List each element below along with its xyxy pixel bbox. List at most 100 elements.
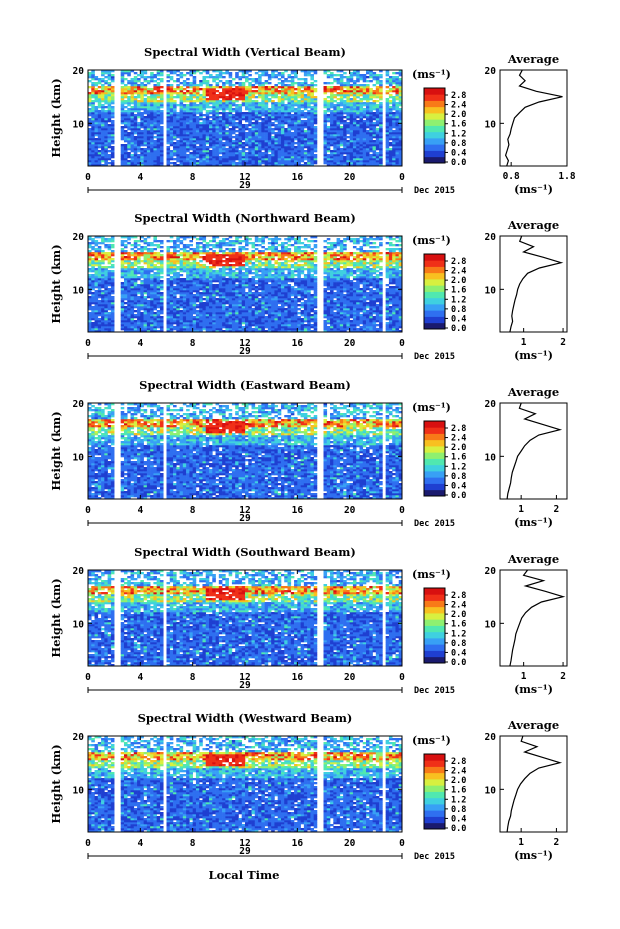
heatmap-cell: [264, 106, 269, 109]
heatmap-cell: [307, 160, 311, 163]
heatmap-cell: [173, 110, 177, 113]
heatmap-cell: [140, 254, 144, 257]
heatmap-cell: [323, 70, 328, 73]
heatmap-cell: [356, 142, 360, 145]
heatmap-cell: [241, 104, 246, 107]
heatmap-cell: [120, 72, 125, 75]
heatmap-cell: [91, 158, 95, 161]
heatmap-cell: [228, 158, 233, 161]
heatmap-cell: [150, 146, 154, 149]
heatmap-cell: [248, 96, 252, 99]
heatmap-cell: [356, 108, 360, 111]
heatmap-cell: [195, 140, 200, 143]
heatmap-cell: [173, 144, 177, 147]
colorbar-swatch: [424, 156, 445, 164]
heatmap-cell: [333, 152, 337, 155]
heatmap-cell: [153, 274, 157, 277]
heatmap-cell: [218, 162, 223, 165]
heatmap-cell: [261, 120, 265, 123]
heatmap-cell: [146, 250, 151, 253]
heatmap-cell: [336, 86, 341, 89]
heatmap-cell: [97, 82, 102, 85]
heatmap-cell: [130, 258, 135, 261]
heatmap-cell: [392, 138, 396, 141]
heatmap-cell: [310, 128, 314, 131]
heatmap-cell: [300, 128, 305, 131]
heatmap-cell: [222, 138, 226, 141]
heatmap-cell: [94, 250, 99, 253]
heatmap-cell: [166, 312, 171, 315]
heatmap-cell: [287, 106, 292, 109]
heatmap-cell: [231, 160, 236, 163]
heatmap-cell: [395, 124, 400, 127]
heatmap-cell: [398, 124, 403, 127]
heatmap-cell: [310, 102, 314, 105]
profile-unit: (ms⁻¹): [514, 183, 553, 196]
heatmap-cell: [339, 76, 344, 79]
heatmap-cell: [375, 136, 380, 139]
heatmap-cell: [94, 124, 99, 127]
heatmap-cell: [212, 126, 216, 129]
heatmap-cell: [392, 152, 396, 155]
heatmap-cell: [88, 326, 92, 329]
heatmap-cell: [133, 114, 138, 117]
heatmap-cell: [303, 136, 308, 139]
heatmap-cell: [150, 322, 154, 325]
heatmap-cell: [97, 144, 102, 147]
heatmap-cell: [284, 130, 288, 133]
heatmap-cell: [235, 106, 239, 109]
heatmap-cell: [130, 318, 135, 321]
heatmap-cell: [271, 104, 275, 107]
heatmap-cell: [166, 96, 171, 99]
y-tick-label: 20: [73, 66, 85, 77]
heatmap-cell: [140, 138, 144, 141]
heatmap-cell: [182, 98, 187, 101]
heatmap-cell: [258, 136, 262, 139]
heatmap-cell: [140, 148, 144, 151]
heatmap-cell: [107, 128, 112, 131]
heatmap-cell: [264, 70, 269, 73]
heatmap-cell: [150, 258, 154, 261]
heatmap-cell: [123, 152, 128, 155]
heatmap-cell: [388, 160, 393, 163]
heatmap-cell: [182, 74, 187, 77]
heatmap-cell: [150, 242, 154, 245]
heatmap-cell: [336, 102, 341, 105]
heatmap-cell: [88, 100, 92, 103]
heatmap-cell: [395, 120, 400, 123]
heatmap-cell: [209, 130, 213, 133]
heatmap-cell: [212, 86, 216, 89]
heatmap-cell: [258, 158, 262, 161]
heatmap-cell: [179, 120, 184, 123]
heatmap-cell: [130, 252, 135, 255]
heatmap-cell: [133, 270, 138, 273]
heatmap-cell: [143, 238, 148, 241]
heatmap-cell: [130, 244, 135, 247]
heatmap-cell: [88, 298, 92, 301]
heatmap-cell: [385, 70, 390, 73]
heatmap-cell: [303, 84, 308, 87]
heatmap-cell: [343, 108, 347, 111]
heatmap-cell: [140, 314, 144, 317]
heatmap-cell: [235, 134, 239, 137]
heatmap-cell: [205, 132, 210, 135]
heatmap-cell: [352, 116, 357, 119]
heatmap-cell: [146, 162, 151, 165]
heatmap-cell: [88, 140, 92, 143]
heatmap-cell: [146, 306, 151, 309]
heatmap-cell: [195, 126, 200, 129]
heatmap-cell: [97, 114, 102, 117]
heatmap-cell: [294, 162, 298, 165]
heatmap-cell: [120, 322, 125, 325]
heatmap-cell: [202, 114, 207, 117]
heatmap-cell: [339, 154, 344, 157]
heatmap-cell: [130, 268, 135, 271]
heatmap-cell: [199, 84, 203, 87]
heatmap-cell: [146, 256, 151, 259]
heatmap-cell: [166, 310, 171, 313]
heatmap-cell: [277, 144, 282, 147]
heatmap-cell: [231, 90, 236, 93]
heatmap-cell: [91, 92, 95, 95]
heatmap-cell: [150, 292, 154, 295]
heatmap-cell: [222, 100, 226, 103]
